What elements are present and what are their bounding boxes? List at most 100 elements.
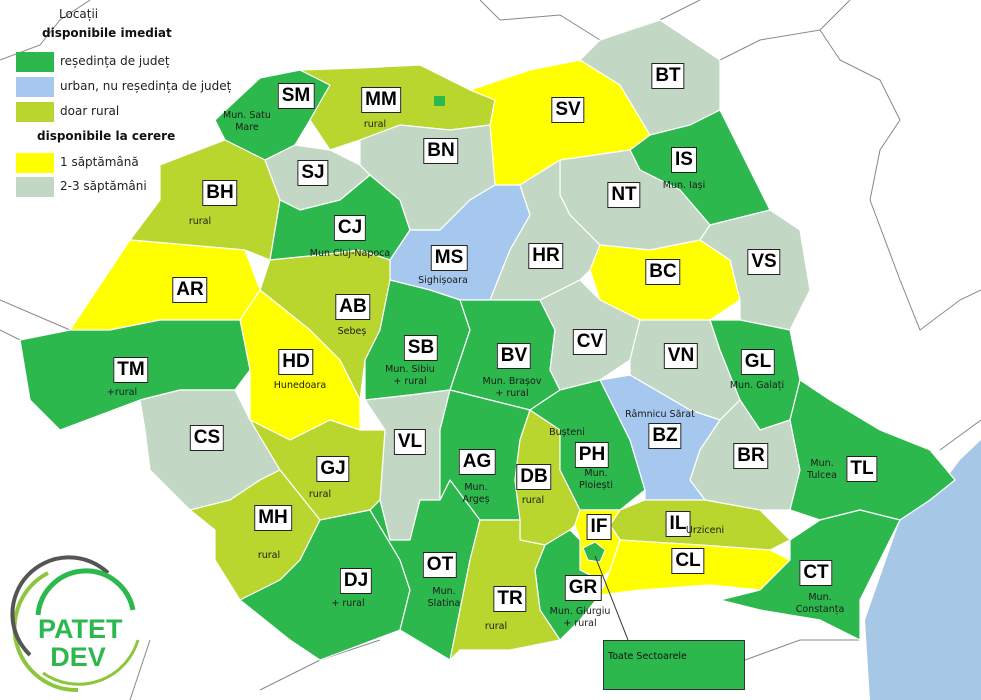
legend-swatch-resedinta xyxy=(16,52,54,72)
county-code-cl: CL xyxy=(671,548,705,574)
legend-label-week1: 1 săptămână xyxy=(60,155,139,169)
county-note-gr: Mun. Giurgiu + rural xyxy=(549,606,611,629)
county-note-ct: Mun. Constanța xyxy=(795,592,845,615)
county-code-cj: CJ xyxy=(333,215,367,241)
county-note-cj: Mun Cluj-Napoca xyxy=(309,248,391,259)
county-note-dj: + rural xyxy=(331,598,365,609)
county-code-vs: VS xyxy=(747,249,781,275)
county-code-gl: GL xyxy=(740,349,776,375)
county-code-nt: NT xyxy=(607,182,641,208)
county-code-ms: MS xyxy=(430,245,468,271)
county-code-ph: PH xyxy=(574,442,610,468)
county-note-mh: rural xyxy=(257,550,281,561)
county-code-sj: SJ xyxy=(297,160,329,186)
county-tl xyxy=(789,379,956,521)
county-code-bn: BN xyxy=(423,138,459,164)
neighbor-border-5 xyxy=(744,639,860,661)
legend: Locații disponibile imediat reședința de… xyxy=(0,0,300,200)
county-code-tr: TR xyxy=(493,586,527,612)
county-hr xyxy=(489,159,601,301)
county-note-mm: rural xyxy=(363,119,387,130)
county-code-gj: GJ xyxy=(316,456,350,482)
county-note-ag: Mun. Argeș xyxy=(462,482,490,505)
county-code-ar: AR xyxy=(172,277,208,303)
county-code-hd: HD xyxy=(278,349,314,375)
county-note-tm: +rural xyxy=(106,387,138,398)
county-code-is: IS xyxy=(671,147,697,173)
county-code-vl: VL xyxy=(393,429,427,455)
county-note2-ph: Bușteni xyxy=(549,427,585,438)
legend-swatch-urban xyxy=(16,77,54,97)
legend-label-weeks23: 2-3 săptămâni xyxy=(60,179,147,193)
legend-label-urban: urban, nu reședința de județ xyxy=(60,79,232,93)
county-code-bz: BZ xyxy=(648,423,682,449)
bucharest-callout: Toate Sectoarele xyxy=(603,640,745,690)
county-note-gj: rural xyxy=(308,489,332,500)
county-note-is: Mun. Iași xyxy=(662,180,706,191)
county-note-ot: Mun. Slatina xyxy=(427,586,461,609)
county-code-bh: BH xyxy=(202,180,238,206)
county-note-hd: Hunedoara xyxy=(273,380,327,391)
callout-line xyxy=(594,555,629,641)
county-code-sv: SV xyxy=(551,97,585,123)
neighbor-border-7 xyxy=(0,329,21,341)
county-code-bc: BC xyxy=(645,259,681,285)
county-note-ab: Sebeș xyxy=(337,326,367,337)
legend-title: Locații xyxy=(59,7,99,21)
county-note-gl: Mun. Galați xyxy=(729,380,785,391)
legend-swatch-weeks23 xyxy=(16,177,54,197)
patet-dev-logo: PATET DEV xyxy=(8,555,148,695)
county-code-dj: DJ xyxy=(339,568,373,594)
county-code-tl: TL xyxy=(846,456,878,482)
county-code-br: BR xyxy=(733,443,769,469)
county-code-sb: SB xyxy=(403,335,439,361)
county-code-mh: MH xyxy=(254,505,292,531)
neighbor-border-9 xyxy=(0,299,71,331)
county-code-il: IL xyxy=(665,511,691,537)
county-code-vn: VN xyxy=(663,343,699,369)
neighbor-border-2 xyxy=(719,29,981,331)
logo-line2: DEV xyxy=(50,642,106,672)
legend-group-immediate: disponibile imediat xyxy=(42,26,172,40)
county-code-if: IF xyxy=(586,514,612,540)
bucharest xyxy=(582,541,606,563)
neighbor-border-6 xyxy=(939,419,981,451)
county-code-ct: CT xyxy=(799,560,833,586)
county-ar xyxy=(69,239,261,331)
county-code-gr: GR xyxy=(564,575,602,601)
county-note-tl: Mun. Tulcea xyxy=(807,458,837,481)
legend-swatch-week1 xyxy=(16,153,54,173)
logo-line1: PATET xyxy=(38,614,123,644)
neighbor-border-8 xyxy=(129,639,151,700)
neighbor-border-1 xyxy=(479,0,701,41)
black-sea xyxy=(865,440,981,700)
legend-swatch-rural xyxy=(16,102,54,122)
county-code-cv: CV xyxy=(572,329,608,355)
county-note-sm: Mun. Satu Mare xyxy=(223,110,271,133)
county-code-ab: AB xyxy=(335,294,371,320)
county-code-sm: SM xyxy=(277,83,315,109)
logo-arcs xyxy=(10,555,140,693)
county-note-il: Urziceni xyxy=(685,525,725,536)
county-note-bz: Râmnicu Sărat xyxy=(625,409,695,420)
county-note-tr: rural xyxy=(484,621,508,632)
county-code-bt: BT xyxy=(651,63,685,89)
county-code-ag: AG xyxy=(458,449,496,475)
maramures-marker xyxy=(434,96,445,106)
legend-group-on-request: disponibile la cerere xyxy=(37,129,176,143)
neighbor-border-3 xyxy=(819,0,851,31)
county-code-db: DB xyxy=(516,464,552,490)
county-code-mm: MM xyxy=(361,87,401,113)
county-note-db: rural xyxy=(521,495,545,506)
county-note-bh: rural xyxy=(188,216,212,227)
county-code-tm: TM xyxy=(113,357,149,383)
legend-label-resedinta: reședința de județ xyxy=(60,54,170,68)
county-note-bv: Mun. Brașov + rural xyxy=(482,376,542,399)
county-code-hr: HR xyxy=(528,243,564,269)
county-code-cs: CS xyxy=(189,425,225,451)
county-code-ot: OT xyxy=(422,552,458,578)
logo-text: PATET DEV xyxy=(38,614,123,672)
county-note-ph: Mun. Ploiești xyxy=(579,468,613,491)
county-note-sb: Mun. Sibiu + rural xyxy=(385,364,435,387)
county-code-bv: BV xyxy=(496,343,532,369)
